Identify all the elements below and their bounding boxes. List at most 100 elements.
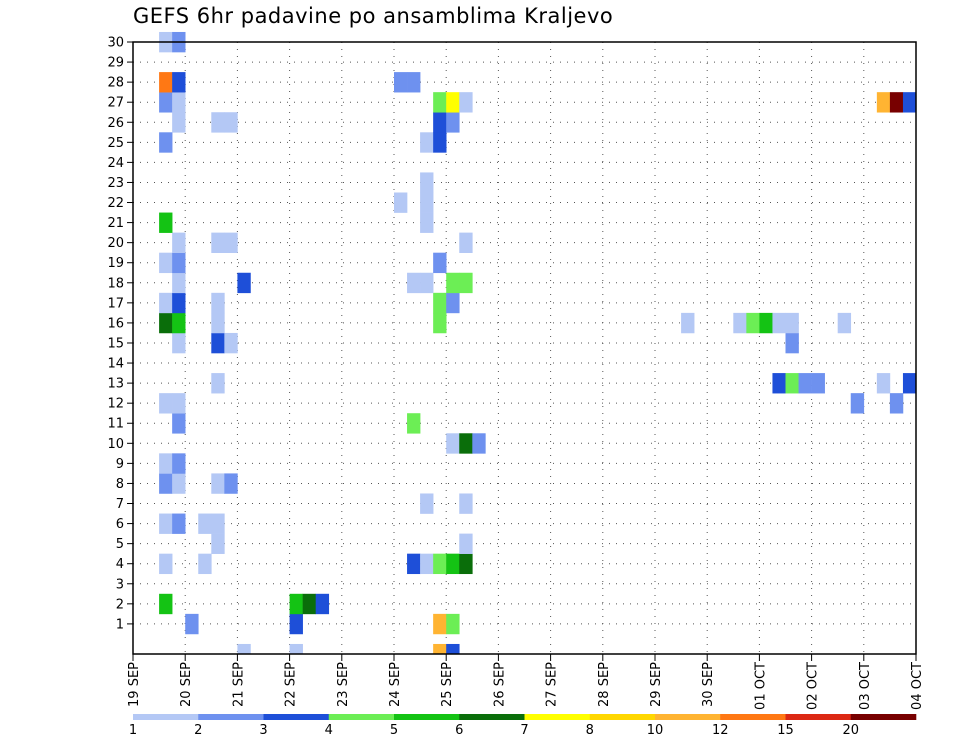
heatmap-cell bbox=[433, 112, 447, 133]
heatmap-cell bbox=[224, 332, 238, 354]
heatmap-cell bbox=[172, 272, 186, 294]
heatmap-cell bbox=[407, 553, 421, 575]
heatmap-cell bbox=[211, 513, 225, 534]
heatmap-cell bbox=[224, 232, 238, 253]
legend-label: 5 bbox=[390, 723, 398, 738]
x-tick-label: 24 SEP bbox=[388, 662, 403, 707]
heatmap-cell bbox=[172, 112, 186, 133]
heatmap-cell bbox=[224, 112, 238, 133]
heatmap-cell bbox=[889, 92, 904, 113]
heatmap-cell bbox=[224, 473, 238, 494]
x-tick-label: 03 OCT bbox=[858, 662, 873, 710]
y-tick-label: 7 bbox=[116, 497, 124, 512]
heatmap-cell bbox=[420, 493, 434, 514]
y-tick-label: 2 bbox=[116, 597, 124, 612]
legend-swatch bbox=[263, 714, 330, 720]
heatmap-cell bbox=[159, 312, 173, 334]
y-tick-label: 20 bbox=[107, 236, 124, 251]
heatmap-cell bbox=[902, 92, 917, 113]
x-tick-label: 20 SEP bbox=[179, 662, 194, 707]
y-tick-label: 28 bbox=[107, 76, 124, 91]
heatmap-cell bbox=[159, 252, 173, 274]
legend-label: 4 bbox=[325, 723, 333, 738]
legend-label: 7 bbox=[520, 723, 528, 738]
heatmap-cell bbox=[185, 613, 199, 635]
y-tick-label: 5 bbox=[116, 537, 124, 552]
heatmap-cell bbox=[459, 533, 473, 554]
heatmap-cell bbox=[446, 112, 460, 133]
y-axis: 1234567891011121314151617181920212223242… bbox=[107, 36, 133, 632]
heatmap-cell bbox=[172, 332, 186, 354]
heatmap-cell bbox=[459, 493, 473, 514]
heatmap-cell bbox=[876, 373, 891, 394]
heatmap-cell bbox=[459, 553, 473, 575]
y-tick-label: 13 bbox=[107, 377, 124, 392]
heatmap-cell bbox=[459, 433, 473, 454]
heatmap-cell bbox=[159, 292, 173, 314]
colorbar-legend: 1 2 3 4 5 6 7 8 10 12 15 20 bbox=[129, 714, 917, 738]
heatmap-cell bbox=[159, 92, 173, 113]
heatmap-cell bbox=[159, 212, 173, 233]
heatmap-cell bbox=[211, 292, 225, 314]
y-tick-label: 15 bbox=[107, 336, 124, 351]
heatmap-cell bbox=[472, 433, 486, 454]
x-tick-label: 27 SEP bbox=[545, 662, 560, 707]
heatmap-cell bbox=[420, 172, 434, 193]
heatmap-cell bbox=[315, 593, 330, 615]
heatmap-cell bbox=[433, 92, 447, 113]
x-tick-label: 29 SEP bbox=[649, 662, 664, 707]
heatmap-cell bbox=[798, 373, 812, 394]
y-tick-label: 23 bbox=[107, 176, 124, 191]
heatmap-cell bbox=[172, 413, 186, 434]
legend-label: 12 bbox=[712, 723, 729, 738]
heatmap-cell bbox=[889, 393, 904, 414]
heatmap-cell bbox=[811, 373, 825, 394]
heatmap-cell bbox=[211, 112, 225, 133]
x-tick-label: 25 SEP bbox=[440, 662, 455, 707]
heatmap-cell bbox=[159, 132, 173, 153]
heatmap-cell bbox=[211, 312, 225, 334]
heatmap-cell bbox=[211, 473, 225, 494]
heatmap-cell bbox=[446, 553, 460, 575]
legend-label: 8 bbox=[586, 723, 594, 738]
heatmap-cell bbox=[433, 613, 447, 635]
heatmap-cell bbox=[759, 312, 773, 334]
heatmap-cell bbox=[172, 473, 186, 494]
y-tick-label: 9 bbox=[116, 457, 124, 472]
heatmap-cell bbox=[772, 373, 786, 394]
legend-swatch bbox=[720, 714, 786, 720]
heatmap-cell bbox=[237, 272, 251, 294]
heatmap-cell bbox=[211, 373, 225, 394]
heatmap-cell bbox=[172, 92, 186, 113]
heatmap-cell bbox=[159, 593, 173, 615]
chart-title: GEFS 6hr padavine po ansamblima Kraljevo bbox=[133, 4, 614, 28]
x-axis: 19 SEP 20 SEP 21 SEP 22 SEP 23 SEP 24 SEP 25 S… bbox=[127, 654, 925, 710]
heatmap-cell bbox=[785, 373, 799, 394]
heatmap-cell bbox=[446, 272, 460, 294]
legend-swatch bbox=[785, 714, 852, 720]
heatmap-cell bbox=[198, 513, 212, 534]
heatmap-cell bbox=[159, 473, 173, 494]
x-tick-label: 02 OCT bbox=[806, 662, 821, 710]
legend-label: 20 bbox=[842, 723, 859, 738]
heatmap-cell bbox=[159, 393, 173, 414]
legend-label: 6 bbox=[455, 723, 463, 738]
heatmap-cell bbox=[159, 553, 173, 575]
heatmap-cell bbox=[420, 553, 434, 575]
y-tick-label: 21 bbox=[107, 216, 124, 231]
heatmap-cell bbox=[172, 312, 186, 334]
legend-label: 10 bbox=[647, 723, 664, 738]
heatmap-cell bbox=[172, 513, 186, 534]
legend-swatch bbox=[394, 714, 460, 720]
y-tick-label: 19 bbox=[107, 256, 124, 271]
heatmap-cell bbox=[433, 553, 447, 575]
heatmap-cell bbox=[302, 593, 316, 615]
heatmap-cell bbox=[433, 252, 447, 274]
legend-label: 1 bbox=[129, 723, 137, 738]
y-tick-label: 22 bbox=[107, 196, 124, 211]
legend-swatch bbox=[198, 714, 264, 720]
x-tick-label: 21 SEP bbox=[231, 662, 246, 707]
legend-swatch bbox=[655, 714, 721, 720]
heatmap-cells bbox=[159, 31, 917, 655]
